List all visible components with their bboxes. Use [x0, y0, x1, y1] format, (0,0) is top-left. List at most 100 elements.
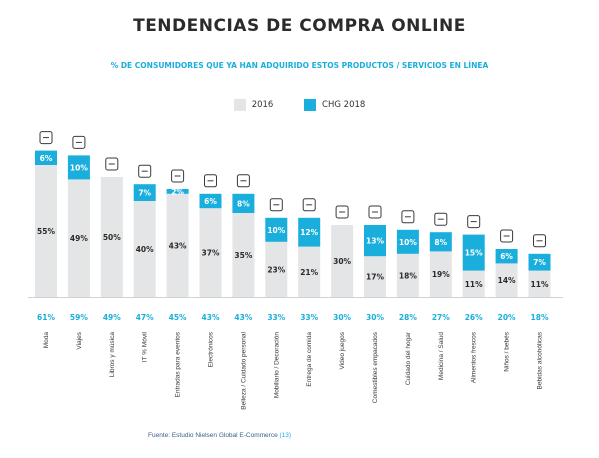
bar-group-viajes: 10% 49% [67, 155, 90, 297]
legend-label-2016: 2016 [251, 100, 274, 110]
category-label-entradas-para-eventos: Entradas para eventos [175, 331, 182, 397]
drinks-icon [533, 234, 546, 248]
bar-chg-2018-electronicos [199, 193, 222, 209]
category-label-it-movil: IT % Móvil [142, 331, 149, 362]
label-2016-viajes: 49% [70, 234, 88, 243]
legend-swatch-chg-2018 [304, 99, 317, 111]
bar-group-alimentos-frescos: 15% 11% [462, 234, 485, 297]
label-chg-2018-electronicos: 6% [204, 197, 217, 206]
label-2016-alimentos-frescos: 11% [465, 280, 483, 289]
total-electronicos: 43% [202, 313, 220, 322]
bar-group-belleza-cuidado-personal: 8% 35% [232, 193, 255, 297]
label-2016-it-movil: 40% [136, 245, 154, 254]
bar-group-libros-y-musica: 50% [100, 177, 123, 297]
bar-chg-2018-medicina-salud [429, 232, 452, 252]
bar-chg-2018-ninos-bebes [495, 249, 518, 264]
gamepad-icon [335, 205, 349, 219]
mobile-phone-icon [138, 164, 152, 178]
bar-group-entradas-para-eventos: 2% 43% [166, 187, 189, 297]
bar-2016-medicina-salud [429, 251, 452, 297]
bar-group-entrega-de-comida: 12% 21% [298, 217, 321, 297]
bar-2016-moda [35, 165, 57, 297]
category-label-alimentos-frescos: Alimentos frescos [471, 331, 478, 383]
category-label-entrega-de-comida: Entrega de comida [306, 332, 313, 387]
total-moda: 61% [37, 313, 55, 322]
label-2016-mobiliario-decoracion: 23% [267, 265, 285, 274]
bar-group-comestibles-empacados: 13% 17% [364, 225, 386, 297]
label-chg-2018-alimentos-frescos: 15% [465, 249, 483, 258]
label-chg-2018-entradas-para-eventos: 2% [171, 187, 184, 196]
label-chg-2018-bebidas-alcoholicas: 7% [533, 258, 546, 267]
label-chg-2018-cuidado-del-hogar: 10% [399, 238, 417, 247]
label-chg-2018-comestibles-empacados: 13% [366, 237, 384, 246]
food-delivery-icon [302, 198, 316, 212]
label-2016-bebidas-alcoholicas: 11% [531, 280, 549, 289]
source-note: Fuente: Estudio Nielsen Global E-Commerc… [148, 432, 291, 439]
label-2016-cuidado-del-hogar: 18% [399, 271, 417, 280]
label-2016-libros-y-musica: 50% [103, 233, 121, 242]
total-ninos-bebes: 20% [498, 313, 516, 322]
bar-chg-2018-alimentos-frescos [462, 234, 485, 271]
label-2016-ninos-bebes: 14% [498, 276, 516, 285]
bar-2016-belleza-cuidado-personal [232, 213, 255, 297]
bar-chg-2018-belleza-cuidado-personal [232, 193, 255, 213]
total-entradas-para-eventos: 45% [169, 313, 187, 322]
bar-group-bebidas-alcoholicas: 7% 11% [528, 253, 551, 297]
category-label-medicina-salud: Medicina / Salud [438, 332, 445, 380]
category-label-video-juegos: Video juegos [339, 331, 346, 369]
bar-2016-ninos-bebes [495, 263, 518, 297]
bar-2016-entradas-para-eventos [166, 193, 189, 297]
label-2016-belleza-cuidado-personal: 35% [234, 251, 252, 260]
bar-chg-2018-mobiliario-decoracion [265, 217, 288, 242]
category-label-belleza-cuidado-personal: Belleza / Cuidado personal [240, 331, 247, 409]
bar-chg-2018-cuidado-del-hogar [396, 229, 419, 254]
electronics-icon [204, 174, 217, 188]
bar-group-medicina-salud: 8% 19% [429, 232, 452, 297]
category-label-viajes: Viajes [76, 331, 83, 349]
bar-2016-alimentos-frescos [462, 270, 485, 297]
source-text: Fuente: Estudio Nielsen Global E-Commerc… [148, 432, 278, 439]
label-2016-medicina-salud: 19% [432, 270, 450, 279]
airplane-icon [72, 135, 86, 149]
legend-label-chg-2018: CHG 2018 [322, 100, 366, 110]
legend-swatch-2016 [233, 99, 246, 111]
bar-2016-cuidado-del-hogar [396, 253, 419, 297]
label-2016-entrega-de-comida: 21% [300, 268, 318, 277]
bar-2016-entrega-de-comida [298, 246, 321, 297]
chart-title: TENDENCIAS DE COMPRA ONLINE [133, 16, 466, 36]
label-2016-comestibles-empacados: 17% [366, 273, 384, 282]
category-label-libros-y-musica: Libros y música [109, 332, 116, 378]
furniture-icon [269, 198, 283, 212]
baby-icon [500, 229, 514, 243]
source-reference: (13) [279, 432, 292, 439]
label-2016-entradas-para-eventos: 43% [169, 241, 187, 250]
total-comestibles-empacados: 30% [366, 313, 384, 322]
category-label-moda: Moda [43, 332, 50, 349]
bar-chg-2018-entrega-de-comida [298, 217, 321, 247]
bar-group-it-movil: 7% 40% [133, 184, 156, 297]
bar-group-video-juegos: 30% [331, 225, 354, 297]
bar-chg-2018-bebidas-alcoholicas [528, 253, 551, 271]
bar-2016-video-juegos [331, 225, 354, 297]
label-chg-2018-ninos-bebes: 6% [500, 252, 513, 261]
bar-group-mobiliario-decoracion: 10% 23% [265, 217, 288, 297]
bar-2016-viajes [67, 179, 90, 297]
total-it-movil: 47% [136, 313, 154, 322]
bar-group-moda: 6% 55% [35, 150, 57, 297]
label-2016-video-juegos: 30% [333, 257, 351, 266]
book-music-icon [105, 157, 119, 171]
total-viajes: 59% [70, 313, 88, 322]
label-chg-2018-entrega-de-comida: 12% [300, 228, 318, 237]
label-chg-2018-medicina-salud: 8% [434, 238, 447, 247]
category-label-cuidado-del-hogar: Cuidado del hogar [405, 331, 412, 385]
label-2016-electronicos: 37% [202, 249, 220, 258]
bar-2016-electronicos [199, 208, 222, 297]
category-label-ninos-bebes: Niños / bebés [504, 331, 511, 371]
total-libros-y-musica: 49% [103, 313, 121, 322]
chart-subtitle: % DE CONSUMIDORES QUE YA HAN ADQUIRIDO E… [110, 61, 489, 70]
total-bebidas-alcoholicas: 18% [531, 313, 549, 322]
total-alimentos-frescos: 26% [465, 313, 483, 322]
total-mobiliario-decoracion: 33% [267, 313, 285, 322]
bar-chg-2018-it-movil [133, 184, 156, 201]
